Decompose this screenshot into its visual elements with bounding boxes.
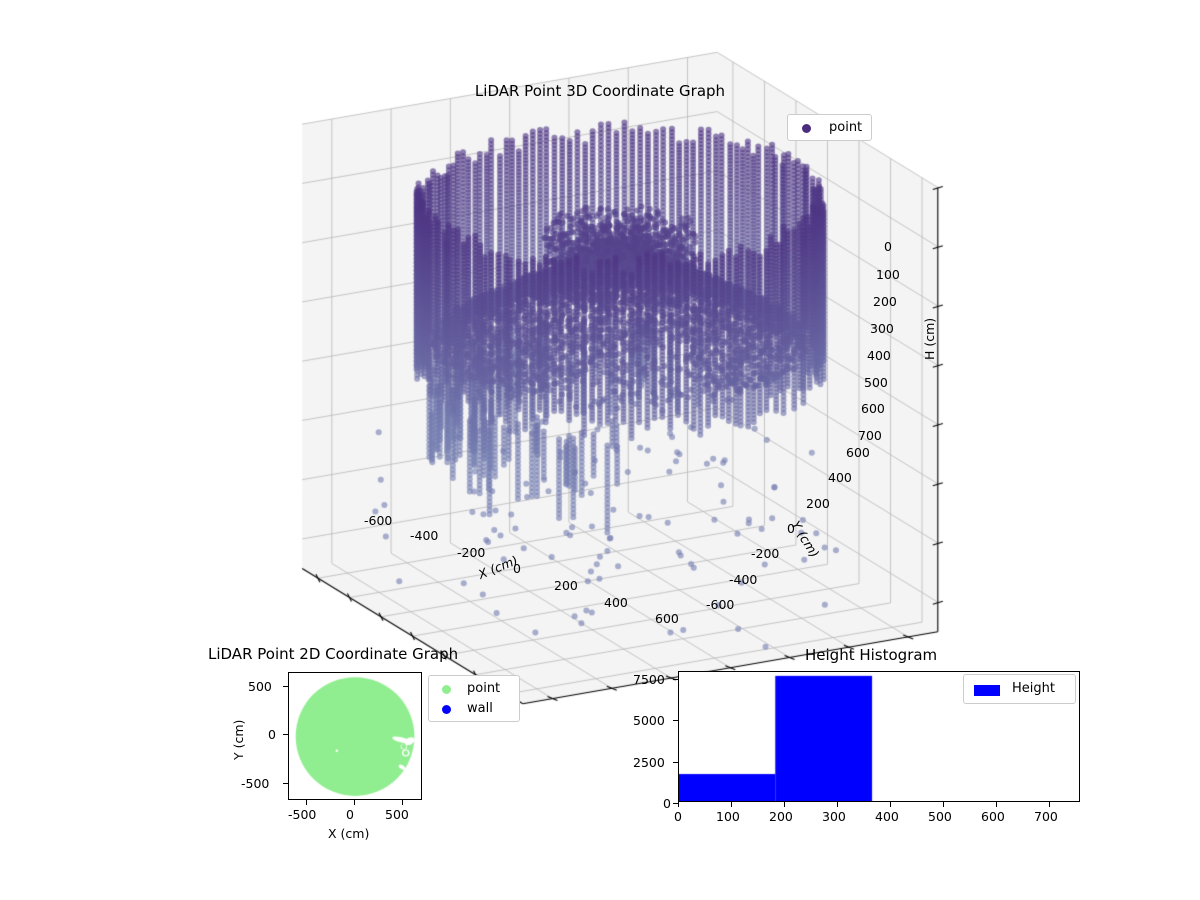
xtick2d-mark-500 <box>402 800 403 805</box>
legend-histogram[interactable]: Height <box>963 674 1076 704</box>
ytickh-5000: 5000 <box>633 713 665 728</box>
ztick-700: 700 <box>858 428 882 443</box>
ytickh-mark-7500 <box>673 679 678 680</box>
ztick-500: 500 <box>864 375 888 390</box>
legend-3d[interactable]: point <box>787 114 872 141</box>
xtickh-500: 500 <box>928 809 952 824</box>
legend-marker-wall-2d <box>442 705 451 714</box>
ytick2d-0: 0 <box>268 727 276 742</box>
xtickh-400: 400 <box>875 809 899 824</box>
axis-label-x-2d: X (cm) <box>328 826 370 841</box>
xtick2d--500: -500 <box>288 807 317 822</box>
ytick2d--500: -500 <box>241 776 270 791</box>
xtick--400: -400 <box>410 528 439 543</box>
legend-2d-row-point[interactable]: point <box>429 679 521 699</box>
legend-2d-row-wall[interactable]: wall <box>429 699 521 719</box>
panel-hist-title: Height Histogram <box>805 646 938 664</box>
legend-label-point-2d: point <box>467 681 501 696</box>
xtickh-100: 100 <box>716 809 740 824</box>
xtick-200: 200 <box>554 578 578 593</box>
xtickh-mark-0 <box>678 802 679 807</box>
axis-label-h: H (cm) <box>922 317 937 360</box>
ytick2d-mark-500 <box>283 686 288 687</box>
panel-3d-title: LiDAR Point 3D Coordinate Graph <box>474 82 726 100</box>
xtick-0: 0 <box>513 561 521 576</box>
legend-marker-point <box>802 124 811 133</box>
xtickh-mark-500 <box>943 802 944 807</box>
xtick--600: -600 <box>364 513 393 528</box>
xtickh-mark-100 <box>731 802 732 807</box>
ytick--600: -600 <box>706 597 735 612</box>
xtickh-mark-700 <box>1049 802 1050 807</box>
ytick2d-500: 500 <box>248 679 272 694</box>
xtick2d-500: 500 <box>385 807 409 822</box>
xtickh-mark-200 <box>784 802 785 807</box>
ztick-200: 200 <box>873 294 897 309</box>
xtickh-mark-600 <box>996 802 997 807</box>
xtickh-0: 0 <box>674 809 682 824</box>
lidar-2d-axes[interactable] <box>288 672 422 800</box>
ytick2d-mark-0 <box>283 734 288 735</box>
ytick-400: 400 <box>828 470 852 485</box>
xtick--200: -200 <box>457 545 486 560</box>
xtick2d-mark-0 <box>354 800 355 805</box>
axis-label-y-2d: Y (cm) <box>231 719 246 760</box>
legend-2d[interactable]: point wall <box>428 675 520 722</box>
legend-swatch-height <box>974 685 1000 696</box>
xtickh-600: 600 <box>981 809 1005 824</box>
ztick-0: 0 <box>884 239 892 254</box>
ytickh-mark-2500 <box>673 762 678 763</box>
xtickh-700: 700 <box>1034 809 1058 824</box>
legend-marker-point-2d <box>442 685 451 694</box>
ytick-0: 0 <box>787 521 795 536</box>
ytickh-mark-0 <box>673 803 678 804</box>
ytick2d-mark--500 <box>283 783 288 784</box>
ytickh-mark-5000 <box>673 720 678 721</box>
xtick2d-0: 0 <box>346 807 354 822</box>
ytickh-0: 0 <box>663 796 671 811</box>
ztick-600: 600 <box>861 401 885 416</box>
ytick-200: 200 <box>806 496 830 511</box>
xtick-400: 400 <box>604 595 628 610</box>
ztick-300: 300 <box>870 321 894 336</box>
panel-2d-title: LiDAR Point 2D Coordinate Graph <box>208 645 459 663</box>
xtick2d-mark--500 <box>306 800 307 805</box>
ztick-400: 400 <box>867 348 891 363</box>
xtickh-300: 300 <box>822 809 846 824</box>
ytick-600: 600 <box>846 445 870 460</box>
ytickh-2500: 2500 <box>633 755 665 770</box>
lidar-2d-scatter-canvas <box>289 673 421 799</box>
legend-label-height: Height <box>1012 681 1055 696</box>
ytick--200: -200 <box>751 546 780 561</box>
ytick--400: -400 <box>729 572 758 587</box>
xtick-600: 600 <box>655 611 679 626</box>
xtickh-200: 200 <box>769 809 793 824</box>
legend-label-point: point <box>829 120 863 135</box>
xtickh-mark-300 <box>837 802 838 807</box>
xtickh-mark-400 <box>890 802 891 807</box>
legend-label-wall-2d: wall <box>467 701 493 716</box>
ztick-100: 100 <box>876 267 900 282</box>
ytickh-7500: 7500 <box>633 672 665 687</box>
height-histogram-axes[interactable] <box>678 671 1080 802</box>
